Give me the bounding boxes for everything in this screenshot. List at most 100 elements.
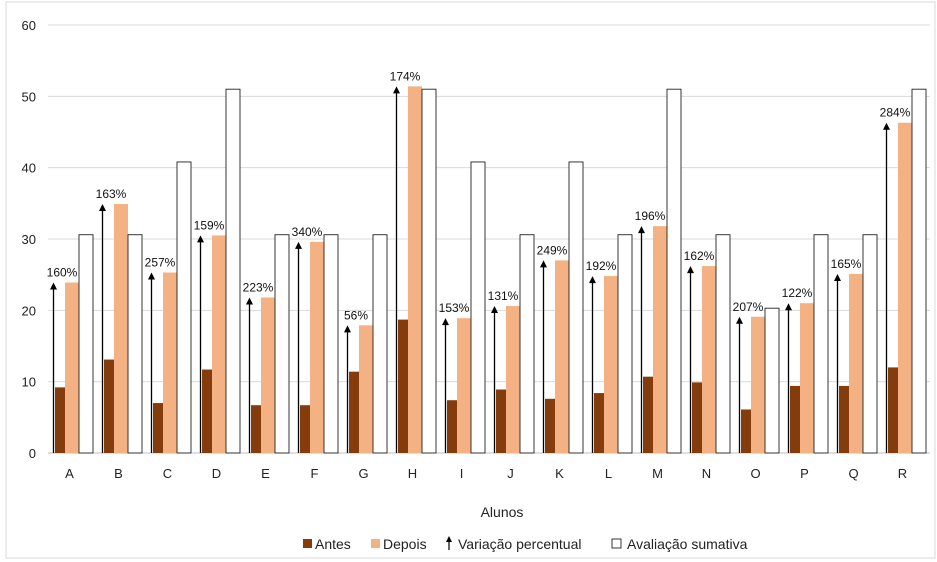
bar-avaliacao-E <box>274 234 290 454</box>
pct-label-B: 163% <box>96 187 127 201</box>
bar-depois-R <box>898 122 912 453</box>
arrow-head-I <box>442 318 449 326</box>
bar-depois-Q <box>849 273 863 453</box>
y-tick-label: 60 <box>22 18 36 33</box>
pct-label-Q: 165% <box>831 257 862 271</box>
x-tick-label-D: D <box>212 466 221 481</box>
bar-depois-K <box>555 260 569 453</box>
bar-antes-E <box>251 405 262 453</box>
x-tick-label-L: L <box>605 466 612 481</box>
bar-avaliacao-D <box>225 88 241 454</box>
legend-swatch-depois <box>371 539 380 548</box>
pct-label-J: 131% <box>488 289 519 303</box>
arrow-head-G <box>344 325 351 333</box>
bar-antes-G <box>349 371 360 453</box>
x-tick-label-C: C <box>163 466 172 481</box>
arrow-head-O <box>736 316 743 324</box>
bar-depois-B <box>114 204 128 453</box>
bar-avaliacao-M <box>666 88 682 454</box>
bar-avaliacao-G <box>372 234 388 454</box>
arrow-head-B <box>99 204 106 212</box>
bar-avaliacao-O <box>764 307 780 454</box>
y-tick-label: 50 <box>22 89 36 104</box>
bar-antes-H <box>398 319 409 453</box>
bar-antes-F <box>300 405 311 453</box>
pct-label-F: 340% <box>292 225 323 239</box>
x-tick-label-R: R <box>898 466 907 481</box>
bar-depois-N <box>702 266 716 453</box>
pct-label-C: 257% <box>145 256 176 270</box>
arrow-head-R <box>883 122 890 130</box>
legend-label-avaliacao: Avaliação sumativa <box>627 536 748 552</box>
bar-antes-N <box>692 382 703 453</box>
pct-label-M: 196% <box>635 209 666 223</box>
bar-depois-E <box>261 297 275 453</box>
bar-antes-J <box>496 389 507 453</box>
arrow-head-N <box>687 266 694 274</box>
x-tick-label-E: E <box>261 466 270 481</box>
bar-avaliacao-Q <box>862 234 878 454</box>
pct-label-G: 56% <box>344 308 368 322</box>
bar-avaliacao-F <box>323 234 339 454</box>
bar-depois-H <box>408 86 422 453</box>
bar-antes-R <box>888 367 899 453</box>
pct-label-D: 159% <box>194 218 225 232</box>
x-tick-label-F: F <box>311 466 319 481</box>
bar-depois-A <box>65 282 79 453</box>
bar-avaliacao-B <box>127 234 143 454</box>
x-tick-label-M: M <box>652 466 663 481</box>
y-tick-label: 10 <box>22 375 36 390</box>
bar-avaliacao-C <box>176 161 192 454</box>
bar-antes-I <box>447 400 458 453</box>
x-tick-label-O: O <box>750 466 760 481</box>
bar-depois-G <box>359 325 373 453</box>
x-tick-label-I: I <box>460 466 464 481</box>
arrow-head-M <box>638 226 645 234</box>
bar-avaliacao-N <box>715 234 731 454</box>
x-tick-label-B: B <box>114 466 123 481</box>
y-tick-label: 30 <box>22 232 36 247</box>
bar-depois-I <box>457 318 471 453</box>
pct-label-K: 249% <box>537 243 568 257</box>
arrow-head-C <box>148 272 155 280</box>
bar-depois-P <box>800 303 814 453</box>
bar-avaliacao-H <box>421 88 437 454</box>
bar-avaliacao-I <box>470 161 486 454</box>
bar-antes-Q <box>839 385 850 453</box>
arrow-head-D <box>197 235 204 243</box>
x-tick-label-H: H <box>408 466 417 481</box>
x-tick-label-Q: Q <box>848 466 858 481</box>
bar-depois-D <box>212 235 226 453</box>
pct-label-E: 223% <box>243 280 274 294</box>
bar-depois-L <box>604 276 618 453</box>
legend-swatch-antes <box>303 539 312 548</box>
x-tick-label-G: G <box>358 466 368 481</box>
arrow-head-K <box>540 260 547 268</box>
x-tick-label-P: P <box>800 466 809 481</box>
legend-arrow-head <box>446 536 452 542</box>
pct-label-L: 192% <box>586 259 617 273</box>
bar-avaliacao-K <box>568 161 584 454</box>
x-tick-label-K: K <box>555 466 564 481</box>
bar-depois-O <box>751 316 765 453</box>
bar-antes-B <box>104 359 115 453</box>
pct-label-R: 284% <box>880 106 911 120</box>
x-tick-label-J: J <box>507 466 514 481</box>
bar-avaliacao-P <box>813 234 829 454</box>
arrow-head-J <box>491 306 498 314</box>
pct-label-N: 162% <box>684 249 715 263</box>
bar-antes-M <box>643 376 654 453</box>
pct-label-A: 160% <box>47 266 78 280</box>
x-tick-label-N: N <box>702 466 711 481</box>
pct-label-O: 207% <box>733 300 764 314</box>
arrow-head-Q <box>834 273 841 281</box>
y-tick-label: 20 <box>22 303 36 318</box>
bar-depois-C <box>163 272 177 453</box>
y-tick-label: 0 <box>29 446 36 461</box>
legend-swatch-avaliacao <box>611 538 622 549</box>
legend-label-depois: Depois <box>383 536 427 552</box>
bar-antes-D <box>202 369 213 453</box>
bar-depois-F <box>310 241 324 453</box>
